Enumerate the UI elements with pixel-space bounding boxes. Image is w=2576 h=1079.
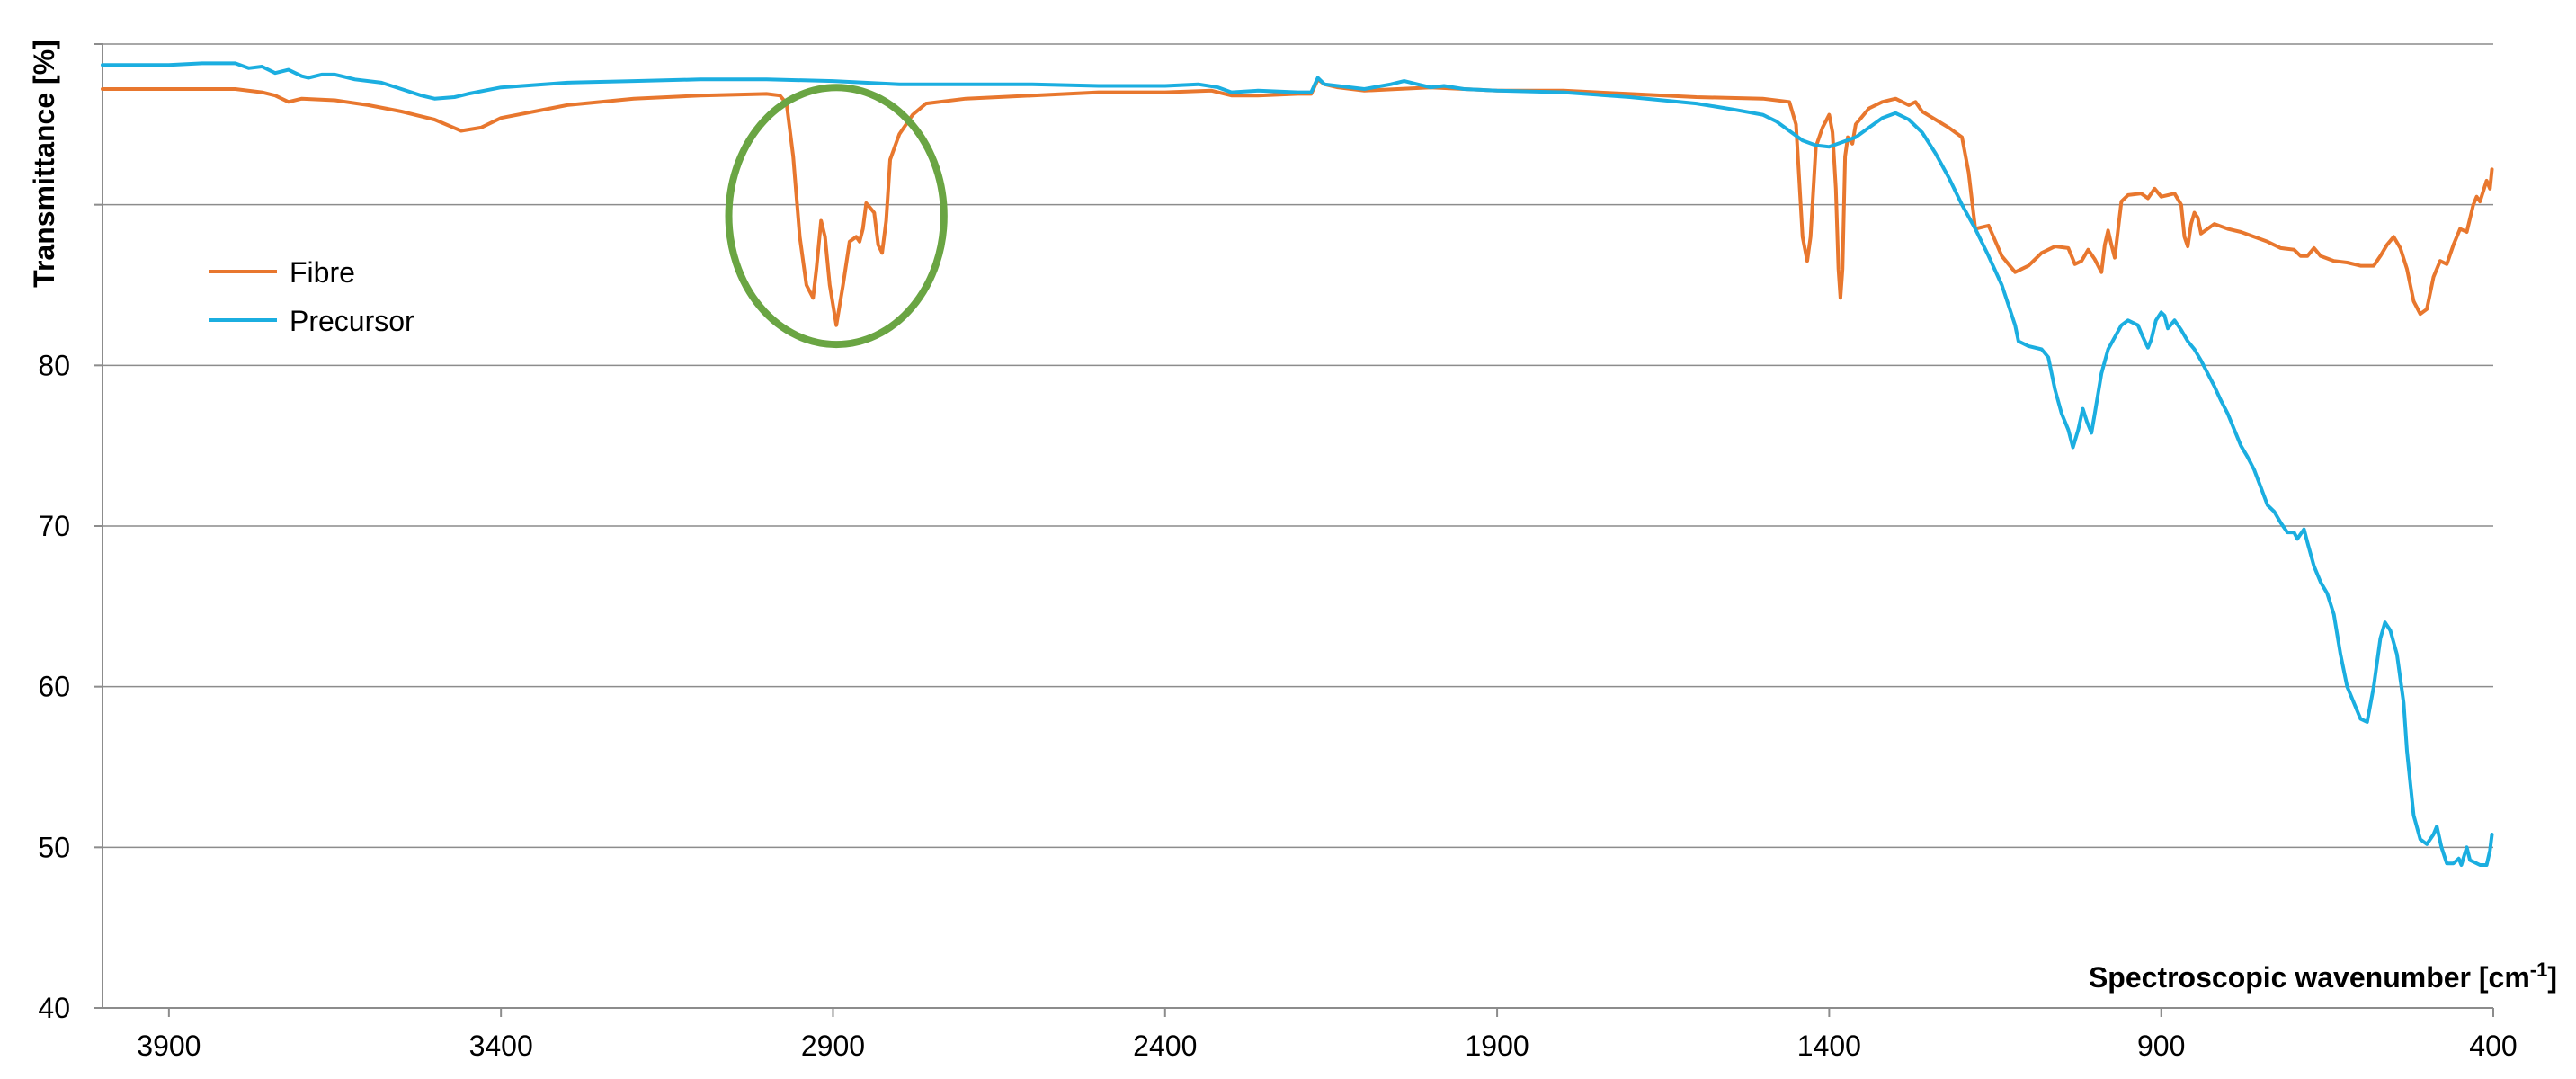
legend: Fibre Precursor bbox=[209, 256, 414, 337]
series-line-fibre bbox=[101, 77, 2494, 327]
axes bbox=[94, 43, 2494, 1017]
y-tick-label-50: 50 bbox=[38, 831, 70, 863]
y-tick-label-70: 70 bbox=[38, 510, 70, 542]
gridlines bbox=[103, 43, 2493, 849]
x-tick-label-1900: 1900 bbox=[1465, 1030, 1529, 1062]
x-axis-title-superscript: -1 bbox=[2530, 959, 2548, 981]
x-tick-label-3900: 3900 bbox=[137, 1030, 201, 1062]
y-tick-label-80: 80 bbox=[38, 349, 70, 381]
x-axis-title-main: Spectroscopic wavenumber [cm bbox=[2089, 961, 2530, 994]
y-axis-title: Transmittance [%] bbox=[28, 40, 60, 288]
annotations bbox=[725, 84, 948, 349]
x-tick-label-2400: 2400 bbox=[1133, 1030, 1197, 1062]
x-axis-title-suffix: ] bbox=[2547, 961, 2557, 994]
x-tick-label-2900: 2900 bbox=[801, 1030, 865, 1062]
legend-label-fibre: Fibre bbox=[290, 256, 355, 289]
series-lines bbox=[101, 61, 2494, 867]
x-axis-title: Spectroscopic wavenumber [cm-1] bbox=[2089, 959, 2557, 994]
y-tick-label-40: 40 bbox=[38, 992, 70, 1024]
x-tick-label-1400: 1400 bbox=[1797, 1030, 1861, 1062]
series-line-precursor bbox=[101, 61, 2494, 867]
highlight-ellipse bbox=[725, 84, 948, 349]
tick-labels: 3900 3400 2900 2400 1900 1400 900 400 40 50 60 70 80 bbox=[38, 349, 2517, 1062]
x-tick-label-900: 900 bbox=[2137, 1030, 2185, 1062]
x-tick-label-3400: 3400 bbox=[469, 1030, 533, 1062]
legend-label-precursor: Precursor bbox=[290, 305, 414, 337]
y-tick-label-60: 60 bbox=[38, 671, 70, 703]
x-tick-label-400: 400 bbox=[2469, 1030, 2517, 1062]
